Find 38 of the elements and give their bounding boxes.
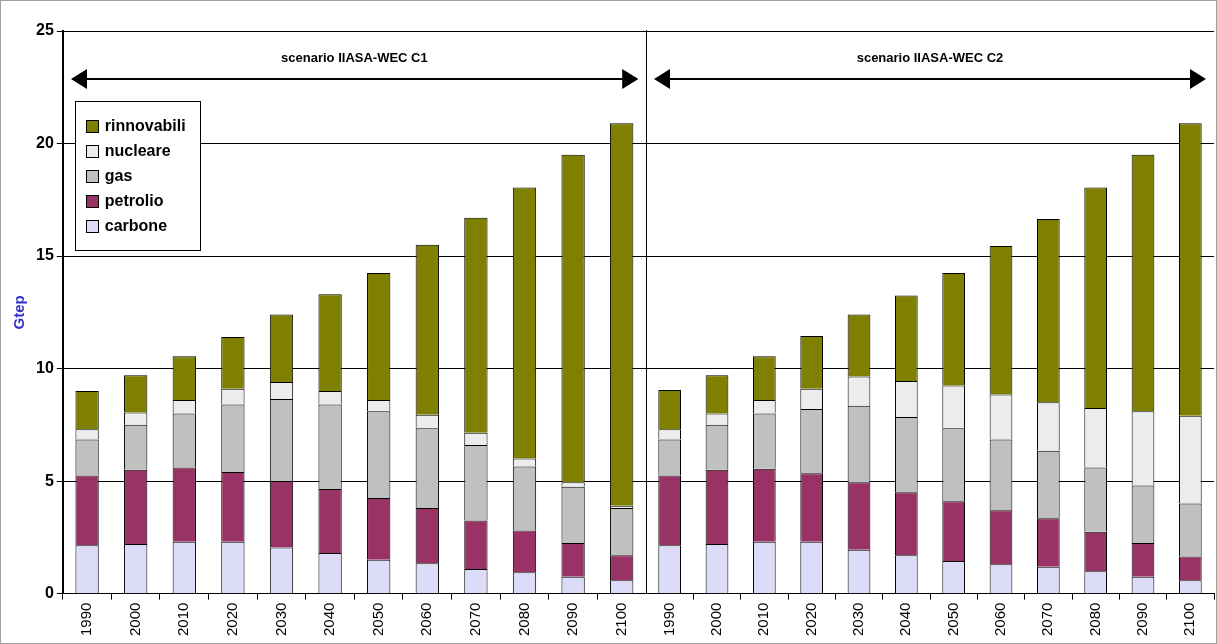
legend-label: carbone bbox=[104, 217, 168, 235]
x-tick-label: 2080 bbox=[514, 602, 532, 637]
x-tick-label: 2000 bbox=[125, 602, 143, 637]
y-tick-label: 0 bbox=[44, 584, 54, 602]
y-tick-label: 20 bbox=[36, 133, 54, 151]
x-tick-label: 2000 bbox=[707, 602, 725, 637]
annotation: scenario IIASA-WEC C1 bbox=[281, 50, 428, 66]
x-tick-label: 1990 bbox=[659, 602, 677, 637]
annotation: scenario IIASA-WEC C2 bbox=[856, 50, 1004, 66]
x-tick-label: 2050 bbox=[368, 602, 386, 637]
y-tick-label: 25 bbox=[36, 21, 54, 39]
x-tick-label: 2030 bbox=[271, 602, 289, 637]
x-tick-label: 2010 bbox=[174, 602, 192, 637]
x-tick-label: 2100 bbox=[1180, 602, 1198, 637]
x-tick-label: 2040 bbox=[320, 602, 338, 637]
x-tick-label: 2080 bbox=[1085, 602, 1103, 637]
x-tick-label: 2020 bbox=[801, 602, 819, 637]
x-tick-label: 2060 bbox=[991, 602, 1009, 637]
x-tick-label: 2010 bbox=[754, 602, 772, 637]
x-tick-label: 2050 bbox=[943, 602, 961, 637]
x-tick-label: 2090 bbox=[1133, 602, 1151, 637]
legend-label: petrolio bbox=[104, 192, 164, 210]
y-tick-label: 10 bbox=[36, 358, 54, 376]
x-tick-label: 2100 bbox=[611, 602, 629, 637]
legend-label: nucleare bbox=[104, 142, 171, 160]
x-tick-label: 2070 bbox=[1038, 602, 1056, 637]
x-tick-label: 2090 bbox=[563, 602, 581, 637]
x-tick-label: 1990 bbox=[77, 602, 95, 637]
x-tick-label: 2020 bbox=[223, 602, 241, 637]
x-tick-label: 2030 bbox=[849, 602, 867, 637]
y-axis-title: Gtep bbox=[10, 295, 28, 330]
legend-label: gas bbox=[104, 167, 133, 185]
legend-label: rinnovabili bbox=[104, 117, 186, 135]
y-tick-label: 5 bbox=[44, 471, 54, 489]
y-tick-label: 15 bbox=[36, 246, 54, 264]
x-tick-label: 2070 bbox=[466, 602, 484, 637]
x-tick-label: 2060 bbox=[417, 602, 435, 637]
x-tick-label: 2040 bbox=[896, 602, 914, 637]
